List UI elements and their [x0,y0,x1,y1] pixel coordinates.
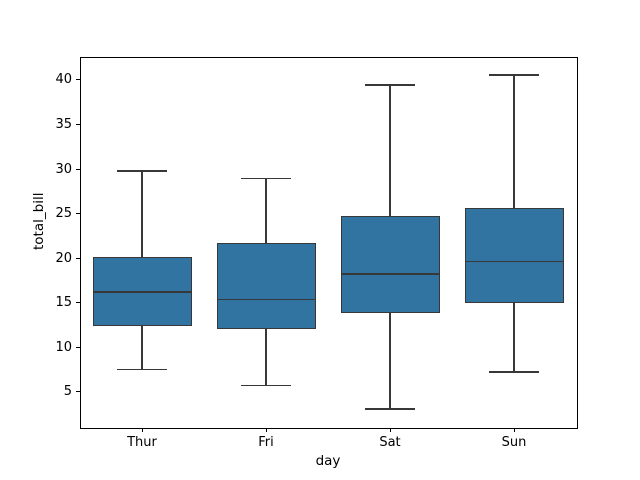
whisker-cap-lower-sun [489,371,539,373]
x-tick-mark [389,428,391,432]
whisker-cap-upper-sat [365,84,415,86]
y-tick-mark [76,124,80,126]
whisker-lower-sat [389,312,391,410]
x-tick-mark [513,428,515,432]
whisker-cap-lower-fri [241,384,291,387]
box-sat [340,216,440,313]
whisker-upper-fri [265,178,267,243]
x-tick-label-thur: Thur [127,435,157,450]
whisker-upper-sun [513,75,515,209]
y-tick-label: 25 [55,206,72,222]
y-tick-mark [76,79,80,81]
box-sun [464,208,564,303]
y-tick-label: 10 [55,339,72,355]
x-tick-label-fri: Fri [258,435,274,450]
whisker-lower-fri [265,328,267,386]
y-tick-label: 35 [55,117,72,133]
whisker-upper-sat [389,85,391,216]
y-tick-label: 15 [55,295,72,311]
y-tick-label: 20 [55,250,72,266]
whisker-cap-lower-thur [117,368,167,371]
x-tick-mark [265,428,267,432]
median-line-sat [340,273,440,275]
whisker-cap-upper-sun [489,74,539,76]
y-tick-mark [76,213,80,215]
median-line-fri [216,298,316,301]
x-tick-mark [141,428,143,432]
whisker-lower-thur [141,325,143,370]
box-fri [216,242,316,329]
x-axis-label: day [315,453,341,469]
y-tick-label: 5 [63,384,72,400]
median-line-thur [92,291,192,293]
box-thur [92,256,192,326]
whisker-cap-upper-fri [241,177,291,180]
x-tick-label-sat: Sat [379,435,401,450]
y-tick-mark [76,302,80,304]
x-tick-label-sun: Sun [501,435,527,450]
whisker-cap-lower-sat [365,408,415,410]
y-tick-mark [76,391,80,393]
whisker-lower-sun [513,302,515,372]
whisker-cap-upper-thur [117,170,167,172]
y-tick-label: 30 [55,161,72,177]
y-tick-mark [76,346,80,348]
median-line-sun [464,260,564,263]
y-tick-label: 40 [55,72,72,88]
y-tick-mark [76,168,80,170]
whisker-upper-thur [141,170,143,257]
y-axis-label: total_bill [31,192,47,250]
y-tick-mark [76,257,80,259]
